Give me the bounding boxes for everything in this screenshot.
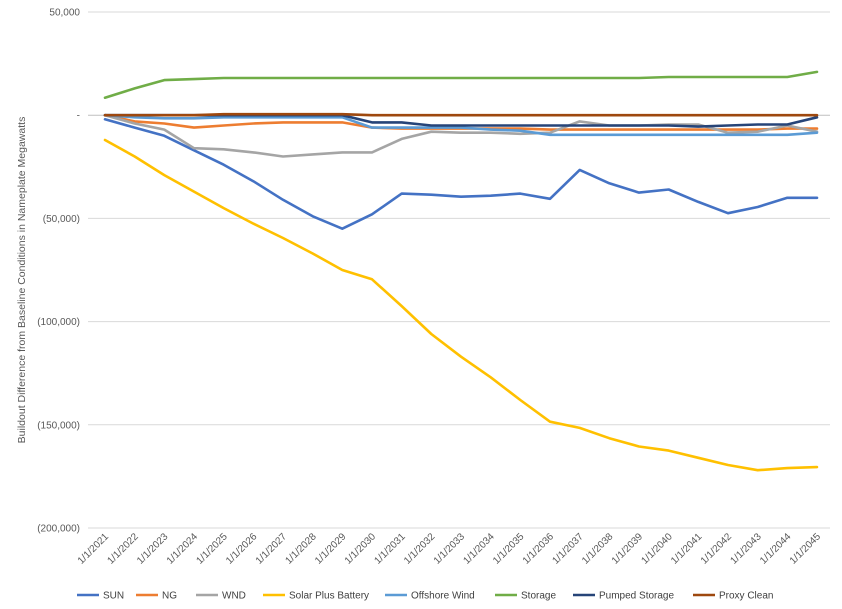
series-line-offshore-wind	[103, 113, 819, 137]
series-line-wnd	[103, 113, 819, 158]
y-tick-label: (150,000)	[37, 420, 80, 431]
x-tick-label: 1/1/2032	[402, 531, 438, 567]
x-tick-label: 1/1/2025	[194, 531, 230, 567]
series-line-proxy-clean	[103, 112, 819, 117]
y-axis-tick-labels: 50,000 - (50,000) (100,000) (150,000) (200,00…	[37, 8, 80, 535]
series-line-storage	[103, 70, 819, 99]
x-tick-label: 1/1/2035	[491, 531, 527, 567]
gridlines	[88, 11, 830, 529]
legend-label: Proxy Clean	[719, 591, 773, 602]
x-tick-label: 1/1/2045	[788, 531, 824, 567]
x-tick-label: 1/1/2023	[135, 531, 171, 567]
x-tick-label: 1/1/2036	[521, 531, 557, 567]
x-tick-label: 1/1/2043	[728, 531, 764, 567]
x-tick-label: 1/1/2037	[550, 531, 586, 567]
x-tick-label: 1/1/2030	[343, 531, 379, 567]
legend-label: Storage	[521, 591, 556, 602]
x-tick-label: 1/1/2029	[313, 531, 349, 567]
x-tick-label: 1/1/2041	[669, 531, 705, 567]
y-tick-label: (50,000)	[43, 214, 80, 225]
x-tick-label: 1/1/2039	[610, 531, 646, 567]
x-tick-label: 1/1/2044	[758, 531, 794, 567]
x-tick-label: 1/1/2040	[639, 531, 675, 567]
legend: SUN NG WND Solar Plus Battery Offshore Wind S…	[77, 591, 773, 602]
y-tick-label: -	[77, 111, 80, 122]
legend-label: WND	[222, 591, 246, 602]
x-tick-label: 1/1/2028	[283, 531, 319, 567]
legend-label: Pumped Storage	[599, 591, 674, 602]
x-tick-label: 1/1/2027	[254, 531, 290, 567]
legend-label: NG	[162, 591, 177, 602]
legend-label: Offshore Wind	[411, 591, 475, 602]
series-line-solar-plus-battery	[103, 138, 819, 472]
x-axis-tick-labels: 1/1/20211/1/20221/1/20231/1/20241/1/2025…	[76, 531, 824, 567]
x-tick-label: 1/1/2034	[461, 531, 497, 567]
x-tick-label: 1/1/2021	[76, 531, 112, 567]
series-lines	[103, 70, 819, 472]
x-tick-label: 1/1/2031	[372, 531, 408, 567]
x-tick-label: 1/1/2024	[165, 531, 201, 567]
x-tick-label: 1/1/2022	[105, 531, 141, 567]
legend-label: SUN	[103, 591, 124, 602]
y-tick-label: (100,000)	[37, 317, 80, 328]
y-axis-title: Buildout Difference from Baseline Condit…	[16, 117, 28, 444]
x-tick-label: 1/1/2026	[224, 531, 260, 567]
series-line-sun	[103, 118, 819, 230]
y-tick-label: (200,000)	[37, 524, 80, 535]
x-tick-label: 1/1/2033	[432, 531, 468, 567]
legend-label: Solar Plus Battery	[289, 591, 369, 602]
x-tick-label: 1/1/2038	[580, 531, 616, 567]
y-tick-label: 50,000	[49, 8, 80, 19]
x-tick-label: 1/1/2042	[699, 531, 735, 567]
